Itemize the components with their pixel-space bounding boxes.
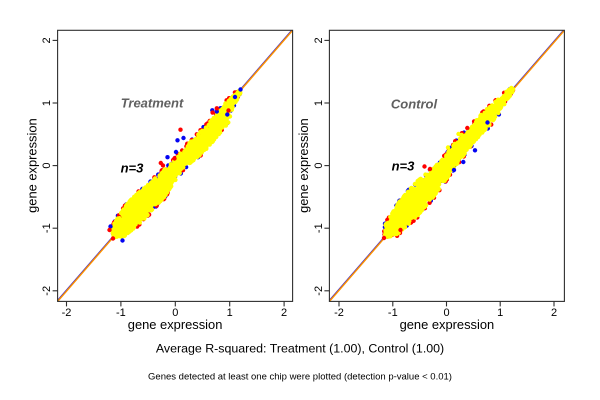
svg-text:n=3: n=3: [121, 161, 145, 176]
svg-text:-1: -1: [41, 223, 53, 233]
svg-text:gene expression: gene expression: [24, 118, 39, 213]
svg-text:gene expression: gene expression: [128, 317, 223, 332]
svg-text:-2: -2: [62, 307, 72, 319]
svg-text:1: 1: [41, 100, 53, 106]
svg-text:2: 2: [281, 307, 287, 319]
svg-text:0: 0: [41, 163, 53, 169]
svg-text:-2: -2: [41, 286, 53, 296]
svg-text:Treatment: Treatment: [121, 96, 184, 111]
svg-text:2: 2: [41, 37, 53, 43]
svg-text:0: 0: [172, 307, 178, 319]
svg-text:-1: -1: [116, 307, 126, 319]
svg-text:1: 1: [227, 307, 233, 319]
